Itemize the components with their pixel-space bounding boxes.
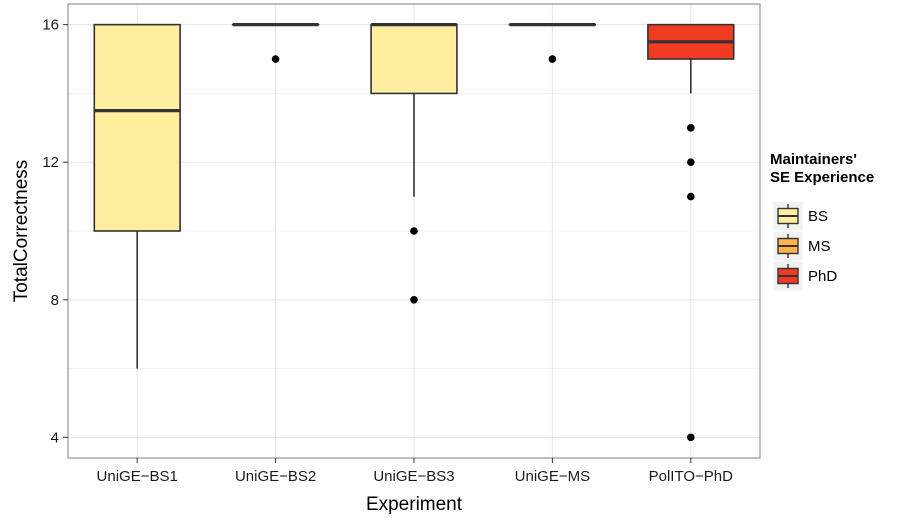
legend-label: MS xyxy=(808,238,831,255)
y-tick-label: 16 xyxy=(42,17,59,34)
outlier-point xyxy=(687,192,695,201)
outlier-point xyxy=(410,227,418,235)
legend-entry-phd: PhD xyxy=(772,260,837,292)
axes-layer: 4 8 12 16 UniGE−BS1 UniGE−BS2 UniGE−BS3 UniGE−M… xyxy=(42,17,733,485)
legend: Maintainers' SE Experience BS MS PhD xyxy=(770,151,874,292)
x-tick-label: UniGE−BS3 xyxy=(373,468,454,485)
outlier-point xyxy=(687,433,695,442)
box-3 xyxy=(370,23,458,304)
y-axis-title: TotalCorrectness xyxy=(11,160,32,303)
box-4 xyxy=(508,23,597,63)
x-tick-label: UniGE−BS2 xyxy=(235,468,316,485)
y-tick-label: 12 xyxy=(42,154,59,171)
x-axis-title: Experiment xyxy=(366,494,463,515)
outlier-point xyxy=(548,55,557,63)
legend-title-line-1: Maintainers' xyxy=(770,151,857,168)
legend-entry-ms: MS xyxy=(772,230,831,262)
x-tick-label: UniGE−MS xyxy=(515,468,590,485)
box-body xyxy=(93,23,181,232)
box-body xyxy=(370,23,458,95)
box-5 xyxy=(647,23,735,442)
y-tick-label: 4 xyxy=(51,429,59,446)
legend-label: BS xyxy=(808,208,828,225)
boxes-layer xyxy=(93,23,735,442)
outlier-point xyxy=(687,158,695,167)
legend-label: PhD xyxy=(808,268,837,285)
x-tick-label: PolITO−PhD xyxy=(649,468,734,485)
box-1 xyxy=(93,23,181,369)
legend-title-line-2: SE Experience xyxy=(770,169,874,186)
y-tick-label: 8 xyxy=(51,292,59,309)
outlier-point xyxy=(410,295,418,304)
x-tick-label: UniGE−BS1 xyxy=(97,468,178,485)
outlier-point xyxy=(271,55,280,63)
outlier-point xyxy=(687,124,695,132)
box-2 xyxy=(231,23,320,63)
legend-entry-bs: BS xyxy=(772,200,828,232)
